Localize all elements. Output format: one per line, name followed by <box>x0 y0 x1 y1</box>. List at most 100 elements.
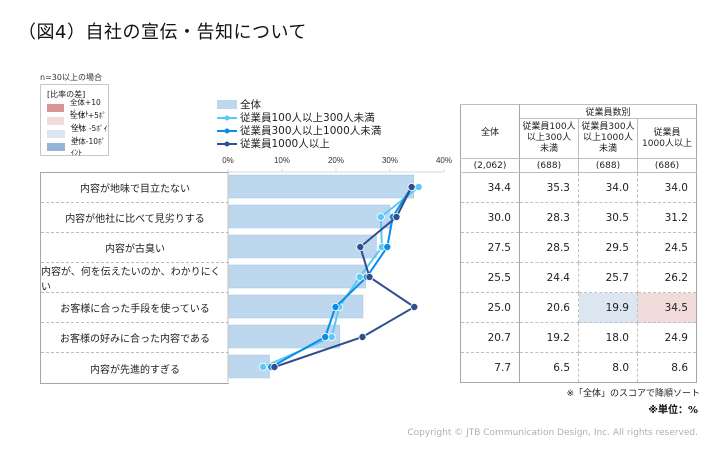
x-tick-label: 0% <box>222 156 234 165</box>
n-value: (688) <box>519 158 579 173</box>
data-point <box>358 332 367 341</box>
line-marker-icon <box>217 128 237 133</box>
category-label: 内容が古臭い <box>41 233 229 263</box>
diff-legend-item: 全体 -5ﾎﾟｲﾝﾄ <box>47 124 108 144</box>
line-marker-icon <box>217 141 237 146</box>
table-cell: 19.2 <box>519 322 579 353</box>
swatch-icon <box>47 142 65 151</box>
col-header-line: 従業員300人 <box>581 122 635 132</box>
table-cell: 8.6 <box>637 352 697 383</box>
table-cell: 25.0 <box>460 292 520 323</box>
data-point <box>356 243 365 252</box>
line-marker-icon <box>217 115 237 120</box>
table-cell: 28.5 <box>519 232 579 263</box>
table-cell: 34.5 <box>637 292 697 323</box>
col-header: 従業員100人 以上300人 未満 <box>519 118 579 159</box>
table-row: 34.4 35.3 34.0 34.0 <box>460 172 697 203</box>
page-title: （図4）自社の宣伝・告知について <box>18 22 307 43</box>
unit-note: ※単位：% <box>648 405 698 416</box>
data-point <box>383 243 392 252</box>
col-header-line: 以上1000人 <box>583 133 633 143</box>
diff-legend-label: 全体 +5ﾎﾟｲﾝﾄ <box>70 110 107 131</box>
table-cell: 34.0 <box>637 172 697 203</box>
table-cell: 28.3 <box>519 202 579 233</box>
legend-item-100-300: 従業員100人以上300人未満 <box>217 111 381 124</box>
bar <box>228 294 364 319</box>
table-row: 20.7 19.2 18.0 24.9 <box>460 322 697 353</box>
col-header-total: 全体 <box>460 104 520 159</box>
table-cell: 8.0 <box>578 352 638 383</box>
bar <box>228 204 391 229</box>
data-point <box>355 272 364 281</box>
diff-legend-item: 全体-10ﾎﾟｲﾝﾄ <box>47 137 108 157</box>
x-tick-label: 10% <box>274 156 290 165</box>
n-value: (688) <box>578 158 638 173</box>
data-point <box>410 302 419 311</box>
table-row: 25.0 20.6 19.9 34.5 <box>460 292 697 323</box>
diff-legend-label: 全体-10ﾎﾟｲﾝﾄ <box>70 136 106 157</box>
diff-legend-item: 全体+10ﾎﾟｲﾝﾄ <box>47 98 108 118</box>
legend-label: 従業員300人以上1000人未満 <box>240 125 382 137</box>
legend-item-1000plus: 従業員1000人以上 <box>217 137 381 150</box>
table-cell: 30.0 <box>460 202 520 233</box>
legend-marker <box>224 128 230 133</box>
table-cell: 19.9 <box>578 292 638 323</box>
legend-marker <box>224 115 230 120</box>
table-cell: 25.5 <box>460 262 520 293</box>
diff-legend: [比率の差] 全体+10ﾎﾟｲﾝﾄ 全体 +5ﾎﾟｲﾝﾄ 全体 -5ﾎﾟｲﾝﾄ … <box>40 84 109 157</box>
table-cell: 24.9 <box>637 322 697 353</box>
bar <box>228 324 341 349</box>
legend-label: 従業員100人以上300人未満 <box>240 112 375 124</box>
category-labels: 内容が地味で目立たない 内容が他社に比べて見劣りする 内容が古臭い 内容が、何を… <box>40 172 229 384</box>
table-cell: 27.5 <box>460 232 520 263</box>
data-point <box>376 213 385 222</box>
data-point <box>270 362 279 371</box>
bar <box>228 234 377 259</box>
diff-legend-label: 全体 -5ﾎﾟｲﾝﾄ <box>71 123 108 144</box>
legend-item-300-1000: 従業員300人以上1000人未満 <box>217 124 381 137</box>
x-tick-label: 30% <box>382 156 398 165</box>
legend-marker <box>224 141 230 146</box>
n-row: (2,062) (688) (688) (686) <box>460 158 697 173</box>
table-cell: 26.2 <box>637 262 697 293</box>
category-label: お客様に合った手段を使っている <box>41 293 229 323</box>
col-header-line: 以上300人 <box>526 133 572 143</box>
table-cell: 25.7 <box>578 262 638 293</box>
col-header-line: 1000人以上 <box>642 138 692 149</box>
diff-legend-header: [比率の差] <box>47 90 86 99</box>
series-legend: 全体 従業員100人以上300人未満 従業員300人以上1000人未満 従業員1… <box>217 98 381 150</box>
n-value: (686) <box>637 158 697 173</box>
swatch-icon <box>47 129 66 138</box>
group-header: 従業員数別 <box>519 104 697 119</box>
data-point <box>392 213 401 222</box>
data-point <box>331 302 340 311</box>
table-cell: 30.5 <box>578 202 638 233</box>
legend-label: 全体 <box>240 99 261 111</box>
col-header: 従業員300人 以上1000人 未満 <box>578 118 638 159</box>
data-point <box>407 183 416 192</box>
data-point <box>321 332 330 341</box>
swatch-icon <box>47 116 65 125</box>
data-point <box>259 362 268 371</box>
col-header-line: 未満 <box>539 144 558 154</box>
sample-note: n=30以上の場合 <box>40 73 102 82</box>
table-cell: 6.5 <box>519 352 579 383</box>
table-cell: 20.7 <box>460 322 520 353</box>
table-cell: 20.6 <box>519 292 579 323</box>
table-cell: 18.0 <box>578 322 638 353</box>
copyright: Copyright © JTB Communication Design, In… <box>407 428 698 438</box>
col-header-line: 従業員 <box>653 127 681 138</box>
table-cell: 35.3 <box>519 172 579 203</box>
chart-plot: 0% 10% 20% 30% 40% <box>222 156 452 382</box>
table-row: 27.5 28.5 29.5 24.5 <box>460 232 697 263</box>
category-label: 内容が地味で目立たない <box>41 173 229 203</box>
diff-legend-item: 全体 +5ﾎﾟｲﾝﾄ <box>47 111 108 131</box>
data-point <box>414 183 423 192</box>
table-cell: 24.5 <box>637 232 697 263</box>
legend-label: 従業員1000人以上 <box>240 138 330 150</box>
col-header-line: 従業員100人 <box>522 122 576 132</box>
table-cell: 34.0 <box>578 172 638 203</box>
category-label: お客様の好みに合った内容である <box>41 323 229 353</box>
category-label: 内容が、何を伝えたいのか、わかりにくい <box>41 263 229 293</box>
col-header: 従業員 1000人以上 <box>637 118 697 159</box>
